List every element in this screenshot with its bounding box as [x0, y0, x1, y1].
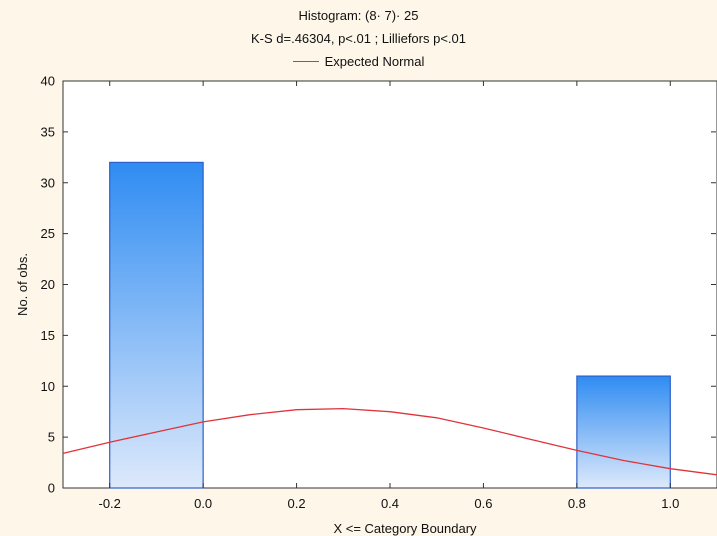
x-tick-label: 0.8	[568, 496, 586, 511]
chart-subtitle: K-S d=.46304, p<.01 ; Lilliefors p<.01	[250, 31, 466, 46]
bars-layer	[109, 161, 671, 489]
x-tick-label: 0.0	[194, 496, 212, 511]
y-axis: 0 5 10 15 20 25 30 35 40	[41, 74, 716, 496]
x-tick-label: 0.6	[474, 496, 492, 511]
y-tick-label: 40	[41, 74, 55, 89]
x-axis: -0.2 0.0 0.2 0.4 0.6 0.8 1.0	[99, 81, 679, 511]
y-tick-label: 5	[48, 430, 55, 445]
y-tick-label: 30	[41, 175, 55, 190]
y-tick-label: 20	[41, 277, 55, 292]
expected-normal-curve	[62, 407, 717, 476]
y-tick-label: 0	[48, 481, 55, 496]
y-tick-label: 15	[41, 328, 55, 343]
x-tick-label: 1.0	[661, 496, 679, 511]
x-axis-title: X <= Category Boundary	[333, 521, 477, 536]
y-tick-label: 35	[41, 124, 55, 139]
y-tick-label: 25	[41, 226, 55, 241]
histogram-bar-2	[576, 375, 671, 489]
curve-layer	[62, 407, 717, 476]
histogram-bar-1	[109, 161, 204, 489]
legend-label: Expected Normal	[324, 54, 425, 69]
x-tick-label: -0.2	[99, 496, 121, 511]
x-tick-label: 0.2	[288, 496, 306, 511]
chart-title: Histogram: (8· 7)· 25	[298, 8, 419, 23]
legend-line-swatch	[292, 61, 319, 63]
y-tick-label: 10	[41, 379, 55, 394]
y-axis-title: No. of obs.	[15, 253, 30, 316]
legend: Expected Normal	[0, 54, 717, 69]
x-tick-label: 0.4	[381, 496, 399, 511]
